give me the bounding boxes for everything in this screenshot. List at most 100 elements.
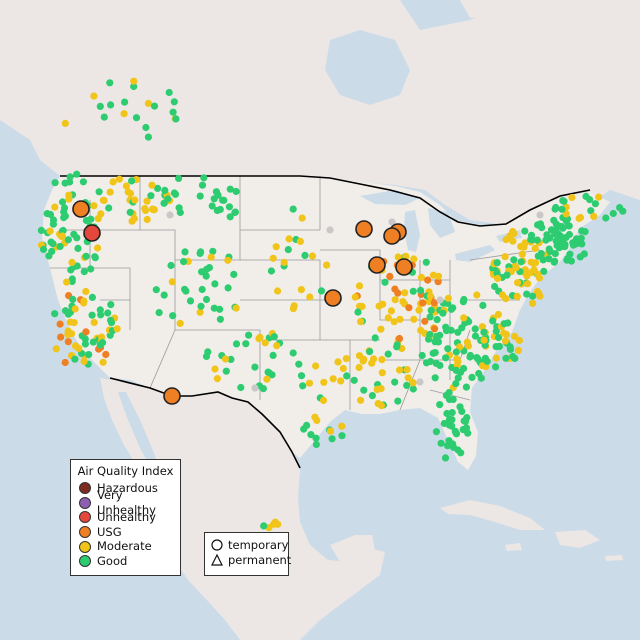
monitor-dot [208, 202, 216, 210]
monitor-dot [120, 110, 128, 118]
monitor-dot [245, 331, 253, 339]
monitor-dot [536, 292, 544, 300]
monitor-dot [148, 181, 156, 189]
monitor-dot [545, 234, 553, 242]
monitor-dot [514, 279, 522, 287]
monitor-dot [582, 192, 590, 200]
triangle-icon [210, 553, 224, 567]
legend-item-permanent: permanent [210, 553, 291, 568]
monitor-dot [354, 308, 362, 316]
monitor-dot [590, 212, 598, 220]
monitor-dots [37, 77, 627, 532]
monitor-dot [51, 310, 59, 318]
monitor-dot [328, 435, 336, 443]
monitor-dot [88, 311, 96, 319]
monitor-dot [80, 297, 88, 305]
monitor-dot [444, 345, 452, 353]
highlighted-monitor[interactable] [368, 256, 386, 274]
monitor-dot [172, 115, 180, 123]
monitor-dot [452, 429, 460, 437]
monitor-dot [394, 253, 402, 261]
highlighted-monitor[interactable] [395, 258, 413, 276]
monitor-dot [518, 250, 526, 258]
monitor-dot [198, 181, 207, 189]
legend-label: USG [97, 524, 122, 539]
monitor-dot [105, 204, 113, 212]
legend-item-unhealthy: Unhealthy [77, 510, 174, 525]
monitor-dot [422, 359, 431, 367]
monitor-dot [319, 396, 328, 404]
highlighted-monitor[interactable] [324, 289, 342, 307]
monitor-dot [147, 192, 155, 200]
monitor-dot [224, 256, 232, 264]
monitor-dot [426, 292, 434, 300]
monitor-dot [447, 305, 455, 313]
monitor-dot [61, 358, 69, 367]
yucatan [330, 535, 375, 562]
highlighted-monitor[interactable] [163, 387, 181, 405]
highlighted-monitor[interactable] [83, 224, 101, 242]
monitor-dot [578, 240, 586, 248]
monitor-dot [171, 190, 180, 198]
monitor-dot [301, 251, 309, 259]
monitor-dot [155, 309, 163, 317]
highlighted-monitor[interactable] [72, 200, 90, 218]
monitor-dot [58, 198, 67, 206]
monitor-dot [289, 349, 297, 357]
monitor-dot [366, 348, 374, 356]
monitor-dot [186, 297, 195, 305]
monitor-dot [251, 384, 259, 392]
monitor-dot [307, 431, 315, 439]
monitor-dot [460, 314, 468, 322]
highlighted-monitor[interactable] [383, 227, 401, 245]
monitor-dot [523, 290, 531, 298]
monitor-dot [500, 320, 508, 328]
monitor-dot [154, 184, 162, 192]
monitor-dot [80, 357, 88, 365]
highlighted-monitors [72, 200, 413, 405]
monitor-dot [564, 222, 572, 230]
monitor-dot [39, 245, 48, 253]
monitor-dot [334, 358, 342, 366]
monitor-dot [379, 300, 387, 308]
monitor-dot [274, 287, 282, 295]
monitor-dot [449, 440, 457, 448]
monitor-dot [388, 218, 396, 226]
monitor-dot [308, 252, 317, 260]
monitor-dot [305, 379, 314, 387]
monitor-dot [280, 258, 288, 266]
monitor-dot [144, 133, 152, 141]
monitor-dot [537, 250, 545, 258]
monitor-dot [410, 315, 418, 323]
highlighted-monitor[interactable] [355, 220, 373, 238]
monitor-dot [351, 293, 359, 301]
monitor-dot [227, 355, 235, 363]
monitor-dot [64, 330, 72, 338]
monitor-dot [368, 359, 376, 367]
monitor-dot [445, 415, 454, 423]
monitor-dot [49, 220, 58, 228]
unhealthy-swatch [79, 511, 91, 524]
monitor-dot [337, 377, 345, 385]
monitor-dot [572, 235, 581, 243]
monitor-dot [355, 282, 364, 290]
legend-label: Moderate [97, 539, 152, 554]
monitor-dot [57, 333, 65, 341]
moderate-swatch [79, 540, 91, 553]
usg-swatch [79, 526, 91, 539]
monitor-dot [381, 278, 389, 286]
monitor-dot [64, 236, 72, 244]
monitor-dot [43, 210, 51, 218]
aqi-legend: Air Quality Index Hazardous Very Unhealt… [70, 459, 181, 576]
legend-label: Unhealthy [97, 510, 156, 525]
monitor-dot [285, 235, 293, 243]
legend-label: permanent [228, 552, 292, 567]
monitor-dot [260, 522, 268, 530]
monitor-dot [312, 362, 320, 370]
monitor-dot [562, 210, 570, 218]
monitor-dot [491, 282, 499, 291]
monitor-dot [357, 318, 365, 326]
monitor-dot [531, 244, 539, 252]
monitor-dot [463, 414, 471, 422]
monitor-dot [168, 278, 176, 286]
